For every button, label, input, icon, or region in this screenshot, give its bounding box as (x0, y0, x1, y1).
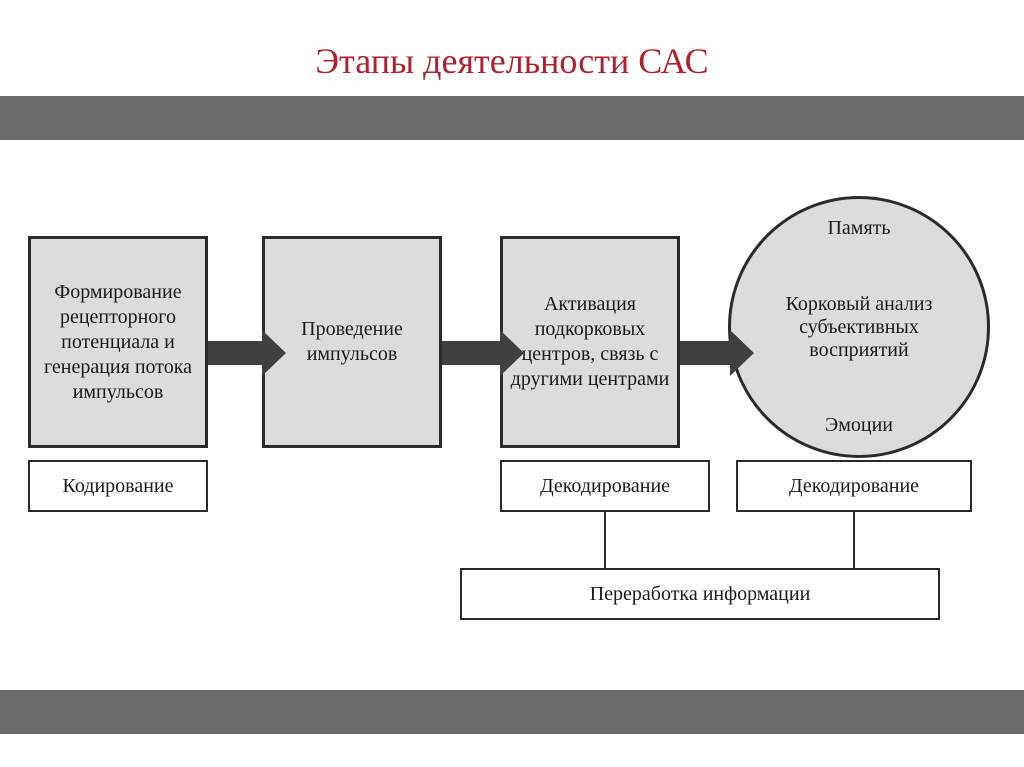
stage-circle: Память Корковый анализ субъективных восп… (728, 196, 990, 458)
processing-box: Переработка информации (460, 568, 940, 620)
arrow-1 (208, 330, 286, 376)
connector-l3-vertical (604, 512, 606, 568)
arrow-3 (680, 330, 754, 376)
top-bar (0, 96, 1024, 140)
arrow-2 (442, 330, 524, 376)
label-box-4: Декодирование (736, 460, 972, 512)
slide: Этапы деятельности САС Формирование реце… (0, 0, 1024, 767)
circle-bot-text: Эмоции (825, 414, 893, 437)
bottom-bar (0, 690, 1024, 734)
stage-box-1: Формирование рецепторного потенциала и г… (28, 236, 208, 448)
connector-l4-vertical (853, 512, 855, 568)
slide-title: Этапы деятельности САС (0, 40, 1024, 82)
stage-box-2: Проведение импульсов (262, 236, 442, 448)
circle-top-text: Память (827, 217, 890, 240)
circle-mid-text: Корковый анализ субъективных восприятий (753, 293, 965, 362)
label-box-1: Кодирование (28, 460, 208, 512)
label-box-3: Декодирование (500, 460, 710, 512)
stage-box-3: Активация подкорковых центров, связь с д… (500, 236, 680, 448)
